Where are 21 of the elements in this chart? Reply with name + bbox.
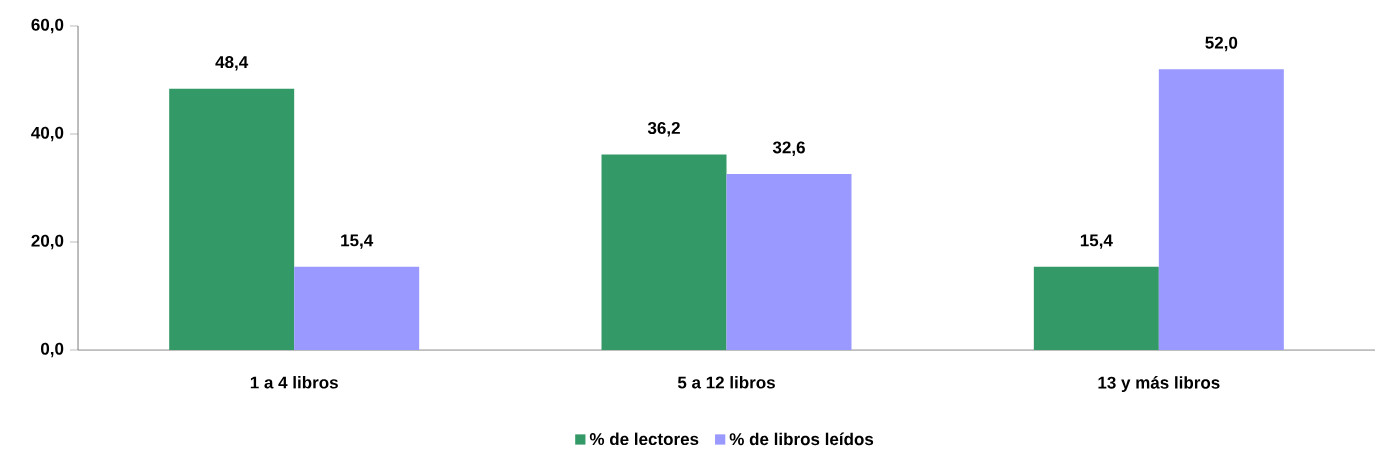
legend-label: % de libros leídos	[729, 432, 874, 446]
data-label: 32,6	[772, 141, 805, 156]
data-label: 48,4	[215, 56, 249, 71]
bar	[726, 173, 852, 350]
x-tick-label: 1 a 4 libros	[250, 376, 338, 389]
bar	[169, 88, 295, 350]
y-tick-label: 60,0	[31, 18, 64, 34]
data-label: 52,0	[1205, 36, 1238, 52]
data-label: 15,4	[341, 234, 374, 249]
x-tick-label: 13 y más libros	[1098, 376, 1220, 393]
bar	[601, 154, 727, 350]
y-tick-label: 20,0	[31, 234, 64, 250]
bar	[1033, 266, 1159, 350]
bar	[1158, 69, 1284, 350]
bar	[294, 266, 420, 350]
data-label: 36,2	[647, 121, 680, 137]
y-tick-label: 40,0	[31, 126, 64, 142]
data-label: 15,4	[1080, 234, 1113, 249]
legend-label: % de lectores	[589, 432, 699, 446]
x-tick-label: 5 a 12 libros	[677, 376, 775, 389]
y-tick-label: 0,0	[40, 342, 64, 358]
